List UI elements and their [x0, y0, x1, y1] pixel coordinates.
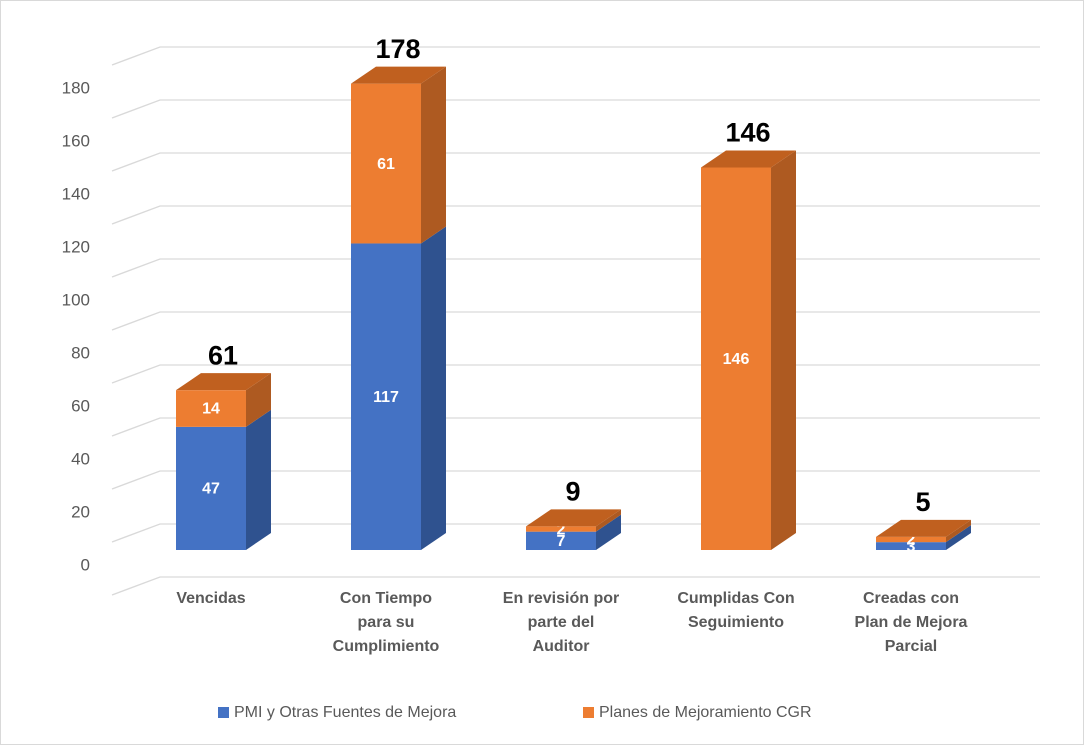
x-tick-label: Vencidas — [176, 590, 245, 607]
legend-swatch — [583, 707, 594, 718]
x-tick-label: En revisión por parte del Auditor — [503, 590, 619, 655]
bar-side — [421, 66, 446, 244]
bar-segment — [176, 426, 246, 550]
value-label: 2 — [557, 521, 566, 538]
bar-top — [701, 150, 796, 168]
value-label: 3 — [907, 538, 916, 555]
grid-line — [111, 99, 1040, 119]
bar-side — [246, 373, 271, 427]
total-label: 9 — [565, 477, 580, 507]
value-label: 14 — [202, 401, 220, 418]
legend-label: PMI y Otras Fuentes de Mejora — [234, 704, 456, 721]
bar-segment — [701, 167, 771, 551]
y-tick-label: 60 — [71, 396, 90, 415]
total-label: 5 — [915, 487, 930, 517]
y-tick-label: 180 — [62, 78, 90, 97]
bar-side — [421, 226, 446, 550]
x-tick-label: Con Tiempo para su Cumplimiento — [333, 590, 440, 655]
legend-label: Planes de Mejoramiento CGR — [599, 704, 812, 721]
bar-top — [876, 519, 971, 537]
bar-top — [526, 509, 621, 527]
total-label: 146 — [725, 118, 770, 148]
bar-side — [771, 150, 796, 551]
x-tick-label: Cumplidas Con Seguimiento — [677, 590, 794, 631]
bar-top — [176, 373, 271, 391]
value-label: 61 — [377, 156, 395, 173]
bar-segment — [876, 542, 946, 550]
bar-side — [596, 514, 621, 550]
bar-segment — [876, 536, 946, 543]
total-label: 61 — [208, 340, 238, 370]
bar-side — [596, 509, 621, 532]
y-tick-label: 140 — [62, 184, 90, 203]
bar-side — [246, 409, 271, 550]
bar-top — [351, 66, 446, 84]
bar-segment — [351, 83, 421, 244]
legend-swatch — [218, 707, 229, 718]
x-tick-label: Creadas con Plan de Mejora Parcial — [855, 590, 968, 655]
y-tick-label: 160 — [62, 131, 90, 150]
bar-segment — [526, 531, 596, 550]
y-tick-label: 100 — [62, 290, 90, 309]
grid-line — [111, 46, 1040, 66]
y-tick-label: 0 — [81, 555, 90, 574]
value-label: 117 — [373, 389, 399, 406]
value-label: 2 — [907, 532, 916, 549]
bar-side — [946, 525, 971, 550]
grid-line — [111, 576, 1040, 596]
value-label: 146 — [723, 351, 750, 368]
bar-segment — [176, 390, 246, 427]
bar-segment — [526, 526, 596, 532]
value-label: 47 — [202, 481, 220, 498]
y-tick-label: 120 — [62, 237, 90, 256]
y-tick-label: 80 — [71, 343, 90, 362]
bar-segment — [351, 243, 421, 550]
y-tick-label: 20 — [71, 502, 90, 521]
value-label: 7 — [557, 533, 566, 550]
bar-side — [946, 519, 971, 543]
total-label: 178 — [375, 34, 420, 64]
y-tick-label: 40 — [71, 449, 90, 468]
